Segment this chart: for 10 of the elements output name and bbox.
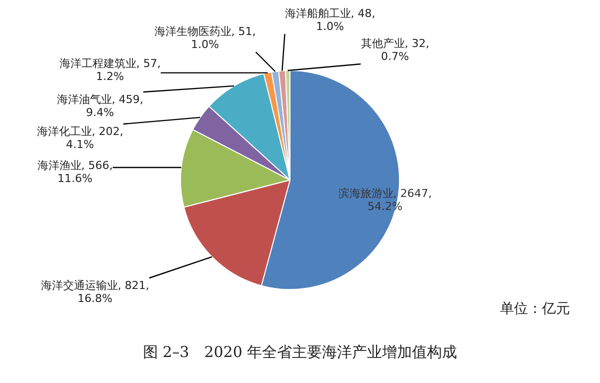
text: 图 2–3 2020 年全省主要海洋产业增加值构成 — [142, 343, 458, 362]
slice-label: 海洋工程建筑业, 57, 1.2% — [59, 56, 161, 83]
slice-label: 海洋船舶工业, 48, 1.0% — [284, 6, 376, 33]
slice-label: 海洋交通运输业, 821, 16.8% — [40, 278, 150, 305]
slice-label: 其他产业, 32, 0.7% — [360, 36, 430, 63]
slice-label: 海洋化工业, 202, 4.1% — [36, 124, 124, 151]
slice-label: 海洋渔业, 566, 11.6% — [37, 158, 113, 185]
slice-label: 海洋油气业, 459, 9.4% — [56, 92, 144, 119]
slice-label: 海洋生物医药业, 51, 1.0% — [154, 24, 256, 51]
text: 单位：亿元 — [500, 300, 570, 318]
